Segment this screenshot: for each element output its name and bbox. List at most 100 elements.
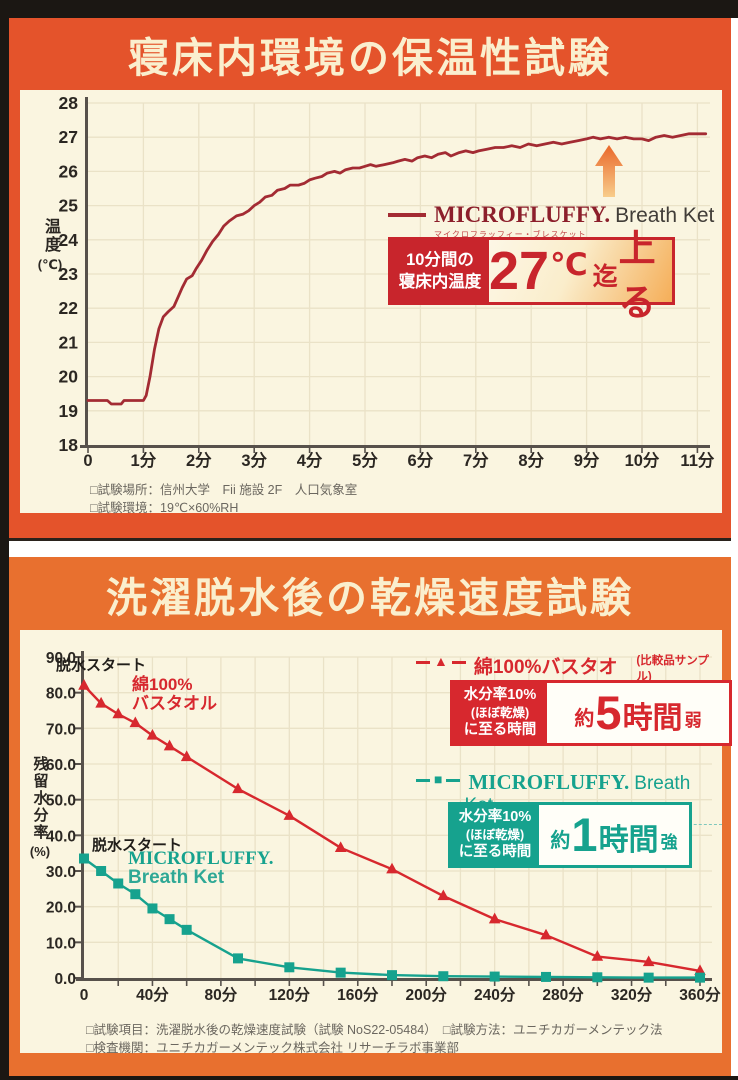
y-tick-label: 0.0 [54, 971, 76, 988]
badge-value: 約 1 時間 強 [550, 807, 678, 861]
triangle-marker [129, 716, 142, 728]
left-frame-bar [0, 0, 9, 1080]
x-tick-label: 120分 [269, 986, 311, 1004]
x-tick-label: 6分 [408, 451, 434, 470]
legend-line-swatch [388, 213, 426, 217]
rise-arrow-icon [595, 145, 623, 197]
triangle-marker [146, 728, 159, 740]
triangle-marker [540, 928, 552, 940]
temperature-chart: 18 19 20 21 22 23 24 25 26 27 28 0 1分 2分 3分 4分 5分 6分 7分 8分 9… [59, 93, 715, 470]
badge-label: 水分率10% (ほぼ乾燥) に至る時間 [451, 805, 539, 865]
square-marker [164, 914, 175, 925]
x-tick-label: 240分 [474, 986, 516, 1004]
triangle-marker [112, 707, 125, 719]
chart1-legend: MICROFLUFFY. Breath Ket マイクロフラッフィー・ブレスケット [388, 202, 714, 240]
y-tick-label: 28 [59, 93, 79, 113]
x-tick-label: 0 [83, 452, 92, 470]
temperature-result-badge: 10分間の 寝床内温度 27 ℃ 迄 上る [388, 228, 675, 323]
x-tick-label: 4分 [297, 451, 323, 470]
x-tick-label: 40分 [136, 986, 169, 1004]
x-tick-label: 3分 [241, 451, 267, 470]
chart1-notes: □試験場所：信州大学 Fii 施設 2F 人口気象室 □試験環境：19℃×60%… [90, 481, 357, 517]
top-frame-bar [0, 0, 738, 18]
badge-label: 水分率10% (ほぼ乾燥) に至る時間 [453, 683, 547, 743]
series-line [86, 132, 708, 406]
triangle-marker [694, 964, 706, 976]
y-tick-label: 19 [59, 401, 79, 421]
heat-retention-title: 寝床内環境の保温性試験 [128, 35, 612, 81]
square-marker [284, 962, 295, 973]
cotton-result-badge: 水分率10% (ほぼ乾燥) に至る時間 約 5 時間 弱 [450, 680, 732, 746]
brand-logo-text: MICROFLUFFY. [468, 770, 630, 794]
y-tick-label: 23 [59, 264, 79, 284]
square-marker [96, 865, 107, 876]
microfluffy-series-annotation: MICROFLUFFY. Breath Ket [128, 848, 274, 888]
square-marker [643, 972, 654, 983]
cotton-start-annotation: 脱水スタート [56, 657, 147, 674]
y-tick-label: 70.0 [46, 721, 76, 738]
y-tick-label: 50.0 [46, 793, 76, 810]
square-marker [540, 971, 551, 982]
microfluffy-start-annotation: 脱水スタート [92, 837, 183, 854]
y-tick-label: 90.0 [46, 650, 76, 667]
x-tick-label: 2分 [186, 451, 212, 470]
square-marker [438, 971, 449, 982]
y-tick-label: 26 [59, 161, 79, 181]
drying-speed-panel: 洗濯脱水後の乾燥速度試験 0.0 10.0 20.0 30.0 40.0 50.0 60.0… [9, 557, 732, 1080]
triangle-marker [591, 950, 604, 961]
x-tick-label: 10分 [625, 451, 660, 470]
y-tick-label: 10.0 [46, 935, 76, 952]
triangle-marker [642, 955, 655, 967]
drying-speed-title: 洗濯脱水後の乾燥速度試験 [106, 574, 634, 621]
brand-reading-text: マイクロフラッフィー・ブレスケット [434, 230, 587, 239]
y-tick-label: 20 [59, 367, 79, 387]
square-marker [147, 903, 158, 914]
square-marker [489, 971, 500, 982]
x-tick-label: 160分 [337, 986, 379, 1004]
brand-logo-text: MICROFLUFFY. [434, 202, 611, 227]
square-marker [113, 878, 124, 889]
badge-value: 約 5 時間 弱 [574, 685, 702, 739]
y-tick-label: 40.0 [46, 828, 76, 845]
legend-line-swatch [416, 779, 430, 782]
product-name-text: Breath Ket [615, 204, 715, 227]
chart2-notes: □試験項目：洗濯脱水後の乾燥速度試験（試験 NoS22-05484） □試験方法… [86, 1021, 662, 1057]
triangle-marker [437, 889, 450, 901]
triangle-marker [78, 679, 90, 690]
triangle-marker [386, 862, 398, 874]
y-tick-label: 22 [59, 298, 79, 318]
y-tick-label: 18 [59, 435, 79, 455]
x-tick-label: 11分 [680, 451, 714, 470]
triangle-marker [232, 782, 244, 794]
triangle-marker [488, 912, 501, 924]
temperature-y-axis-label: 温度 (℃) [37, 218, 63, 272]
y-tick-label: 27 [59, 127, 78, 147]
square-marker [335, 967, 346, 978]
badge-value: 27 ℃ 迄 上る [489, 228, 672, 323]
moisture-chart-area: 0.0 10.0 20.0 30.0 40.0 50.0 60.0 70.0 80.0 90.0 0… [20, 630, 732, 1055]
square-marker-icon: ■ [434, 771, 443, 787]
bottom-frame-bar [0, 1076, 738, 1080]
note-line: □試験場所：信州大学 Fii 施設 2F 人口気象室 [90, 483, 358, 497]
square-marker [592, 972, 603, 983]
triangle-marker [283, 809, 296, 820]
triangle-marker [180, 750, 193, 762]
x-tick-label: 320分 [611, 986, 653, 1004]
square-marker [694, 972, 705, 983]
moisture-y-axis-label: 残留水分率 (%) [29, 756, 51, 859]
y-tick-label: 21 [59, 332, 79, 352]
triangle-marker [334, 841, 347, 853]
x-tick-label: 200分 [406, 986, 448, 1004]
x-tick-label: 1分 [131, 451, 157, 470]
note-line: □試験環境：19℃×60%RH [90, 501, 239, 516]
x-tick-label: 280分 [542, 986, 584, 1004]
triangle-marker [163, 739, 176, 751]
square-marker [79, 853, 89, 864]
y-tick-label: 24 [59, 230, 79, 250]
x-tick-label: 360分 [679, 986, 721, 1004]
moisture-chart: 0.0 10.0 20.0 30.0 40.0 50.0 60.0 70.0 80.0 90.0 0… [46, 650, 721, 1004]
y-tick-label: 30.0 [46, 864, 76, 881]
x-tick-label: 5分 [352, 451, 378, 470]
y-tick-label: 25 [59, 196, 79, 216]
